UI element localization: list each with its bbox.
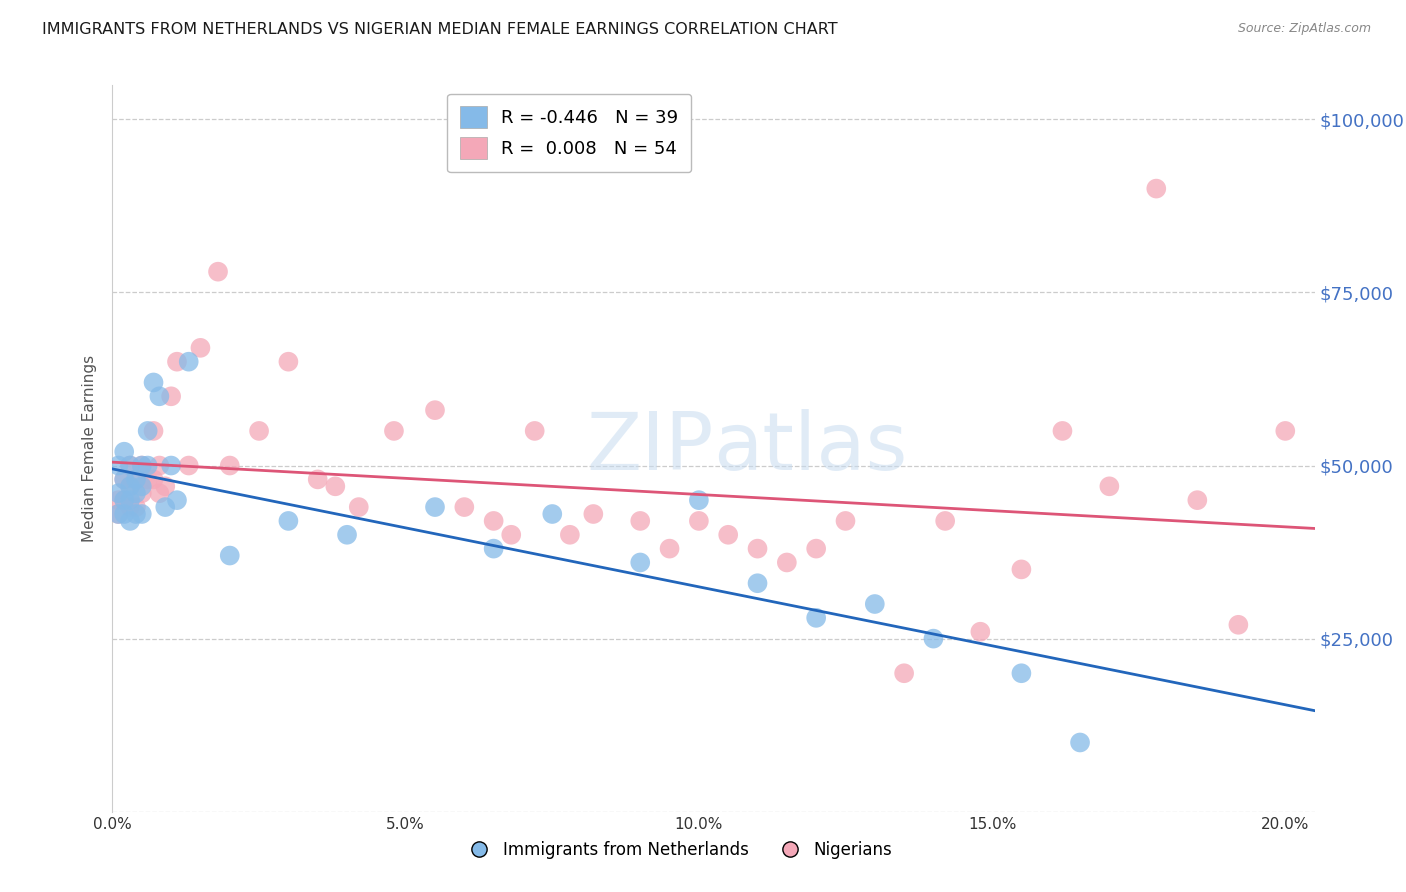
Point [131,486,153,500]
Legend: Immigrants from Netherlands, Nigerians: Immigrants from Netherlands, Nigerians [456,834,898,865]
Point [177,354,200,368]
Point [541,507,564,521]
Point [658,541,681,556]
Point [136,472,159,486]
Point [218,549,240,563]
Point [688,514,710,528]
Point [717,528,740,542]
Point [112,507,135,521]
Point [120,458,142,473]
Point [804,541,827,556]
Point [1098,479,1121,493]
Point [747,541,769,556]
Point [125,500,148,514]
Point [423,500,446,514]
Point [166,354,188,368]
Point [155,500,177,514]
Point [190,341,212,355]
Point [347,500,370,514]
Point [107,507,129,521]
Point [834,514,856,528]
Point [207,265,229,279]
Point [142,472,165,486]
Point [628,514,651,528]
Point [112,493,135,508]
Point [423,403,446,417]
Point [148,389,170,403]
Point [482,514,505,528]
Point [922,632,945,646]
Text: atlas: atlas [713,409,908,487]
Point [277,354,299,368]
Point [107,493,129,508]
Point [120,493,142,508]
Point [804,611,827,625]
Point [107,507,129,521]
Point [142,376,165,390]
Point [160,458,183,473]
Point [120,514,142,528]
Point [453,500,475,514]
Point [969,624,991,639]
Point [523,424,546,438]
Point [155,479,177,493]
Point [688,493,710,508]
Point [166,493,188,508]
Point [120,479,142,493]
Point [1010,666,1032,681]
Point [934,514,956,528]
Point [160,389,183,403]
Point [323,479,346,493]
Point [131,458,153,473]
Point [148,486,170,500]
Point [247,424,270,438]
Point [112,493,135,508]
Point [120,458,142,473]
Point [1052,424,1074,438]
Point [148,458,170,473]
Point [112,472,135,486]
Point [1069,735,1091,749]
Point [582,507,605,521]
Point [1187,493,1209,508]
Point [112,472,135,486]
Point [120,479,142,493]
Point [131,479,153,493]
Point [120,500,142,514]
Point [893,666,915,681]
Point [125,472,148,486]
Point [501,528,523,542]
Point [1010,562,1032,576]
Point [125,507,148,521]
Text: ZIP: ZIP [586,409,713,487]
Point [136,424,159,438]
Point [1144,181,1167,195]
Point [125,486,148,500]
Y-axis label: Median Female Earnings: Median Female Earnings [82,355,97,541]
Point [277,514,299,528]
Point [336,528,359,542]
Point [177,458,200,473]
Point [107,458,129,473]
Point [482,541,505,556]
Text: IMMIGRANTS FROM NETHERLANDS VS NIGERIAN MEDIAN FEMALE EARNINGS CORRELATION CHART: IMMIGRANTS FROM NETHERLANDS VS NIGERIAN … [42,22,838,37]
Point [863,597,886,611]
Point [747,576,769,591]
Point [136,458,159,473]
Point [558,528,581,542]
Point [1227,617,1250,632]
Text: Source: ZipAtlas.com: Source: ZipAtlas.com [1237,22,1371,36]
Point [1274,424,1296,438]
Point [218,458,240,473]
Point [131,507,153,521]
Point [142,424,165,438]
Point [382,424,405,438]
Point [131,458,153,473]
Point [125,472,148,486]
Point [107,486,129,500]
Point [307,472,329,486]
Point [112,444,135,458]
Point [628,556,651,570]
Point [776,556,799,570]
